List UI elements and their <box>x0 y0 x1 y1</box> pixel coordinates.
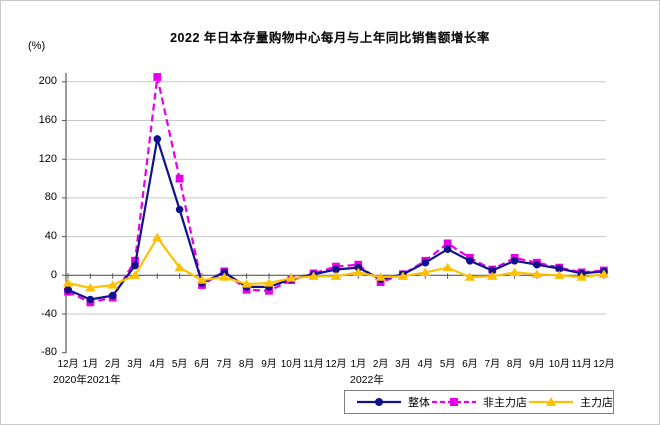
x-tick-label: 9月 <box>261 359 277 370</box>
x-tick-label: 6月 <box>194 359 210 370</box>
legend-swatch-overall-line-icon <box>357 398 401 406</box>
x-tick-label: 8月 <box>238 359 255 370</box>
legend-item-anchor: 主力店 <box>527 394 613 410</box>
x-tick-label: 10月 <box>280 359 302 370</box>
y-tick-label: 200 <box>38 75 57 88</box>
x-tick-label: 10月 <box>548 359 570 370</box>
x-tick-label: 11月 <box>303 359 324 370</box>
legend-label-overall: 整体 <box>408 397 430 409</box>
legend-item-overall: 整体 <box>355 394 430 410</box>
x-tick-label: 1月 <box>350 359 367 370</box>
x-tick-label: 3月 <box>395 359 411 370</box>
y-tick-label: 120 <box>38 152 57 165</box>
chart-title: 2022 年日本存量购物中心每月与上年同比销售额增长率 <box>170 31 490 45</box>
x-tick-label: 5月 <box>171 359 188 370</box>
x-tick-label: 5月 <box>439 359 456 370</box>
x-tick-label: 9月 <box>529 359 545 370</box>
x-tick-label: 2月 <box>372 359 389 370</box>
legend-label-anchor: 主力店 <box>580 397 613 409</box>
x-tick-label: 4月 <box>149 359 166 370</box>
x-tick-label: 7月 <box>216 359 233 370</box>
y-tick-label: 80 <box>44 191 57 204</box>
y-tick-label: -40 <box>41 307 57 320</box>
x-tick-label: 12月 <box>325 359 347 370</box>
x-tick-label: 3月 <box>127 359 143 370</box>
x-tick-label: 7月 <box>484 359 501 370</box>
legend-swatch-anchor-line-icon <box>529 397 573 406</box>
x-tick-label: 1月 <box>82 359 99 370</box>
y-tick-label: 160 <box>38 114 57 126</box>
y-tick-label: 0 <box>50 268 57 281</box>
chart-legend: 整体 非主力店 主力店 <box>344 390 614 414</box>
y-tick-label: -80 <box>41 346 57 359</box>
legend-swatch-non-anchor-line-icon <box>432 398 476 406</box>
x-tick-label: 4月 <box>417 359 434 370</box>
x-tick-label: 11月 <box>571 359 592 370</box>
x-tick-label: 12月 <box>57 359 79 370</box>
x-axis-year-label-2022: 2022年 <box>350 374 384 386</box>
x-tick-label: 2月 <box>104 359 121 370</box>
y-tick-label: 40 <box>44 230 57 243</box>
x-axis-year-label-2020-2021: 2020年2021年 <box>53 374 121 386</box>
legend-item-non-anchor: 非主力店 <box>430 394 527 410</box>
x-tick-label: 8月 <box>506 359 523 370</box>
x-tick-label: 6月 <box>462 359 478 370</box>
y-axis-unit-label: (%) <box>28 40 46 52</box>
x-tick-label: 12月 <box>593 359 615 370</box>
legend-label-non-anchor: 非主力店 <box>483 397 527 409</box>
